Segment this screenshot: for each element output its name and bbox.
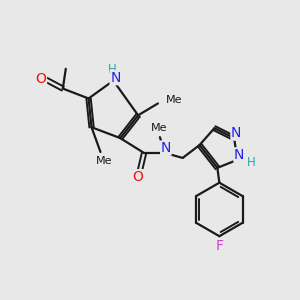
Text: N: N [234, 148, 244, 162]
Text: N: N [161, 141, 171, 155]
Text: F: F [215, 239, 223, 253]
Text: H: H [108, 63, 117, 76]
Text: Me: Me [166, 95, 182, 106]
Text: Me: Me [96, 156, 113, 166]
Text: O: O [36, 72, 46, 86]
Text: N: N [110, 71, 121, 85]
Text: N: N [231, 126, 242, 140]
Text: H: H [247, 156, 256, 170]
Text: O: O [133, 170, 143, 184]
Text: Me: Me [151, 123, 167, 133]
